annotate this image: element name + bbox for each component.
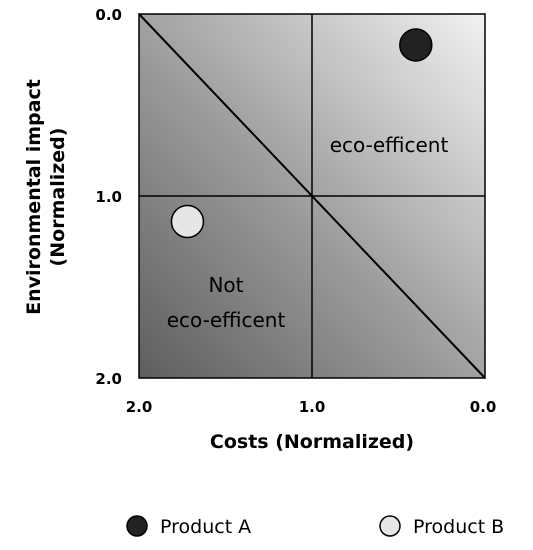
- legend-label-product-b: Product B: [413, 516, 504, 538]
- legend-marker-product-b: [379, 515, 401, 537]
- region-label-not-line1: Not: [208, 273, 243, 297]
- y-axis-title-line2: (Normalized): [47, 128, 69, 267]
- y-tick-label: 0.0: [95, 6, 122, 24]
- point-product-b: [170, 204, 205, 239]
- region-label-eco-efficient: eco-efficent: [330, 133, 449, 157]
- legend: Product A Product B: [126, 515, 504, 538]
- region-label-not-line2: eco-efficent: [167, 308, 286, 332]
- y-tick-label: 2.0: [95, 370, 122, 388]
- data-points: [170, 28, 433, 239]
- x-tick-label: 2.0: [126, 398, 153, 416]
- y-tick-label: 1.0: [95, 188, 122, 206]
- y-axis-title-line1: Environmental impact: [23, 79, 45, 315]
- legend-label-product-a: Product A: [160, 516, 251, 538]
- diagonal-line: [138, 13, 486, 379]
- legend-marker-product-a: [126, 515, 148, 537]
- x-axis-title: Costs (Normalized): [210, 431, 414, 453]
- point-product-a: [399, 28, 433, 62]
- x-tick-label: 0.0: [470, 398, 497, 416]
- x-tick-label: 1.0: [299, 398, 326, 416]
